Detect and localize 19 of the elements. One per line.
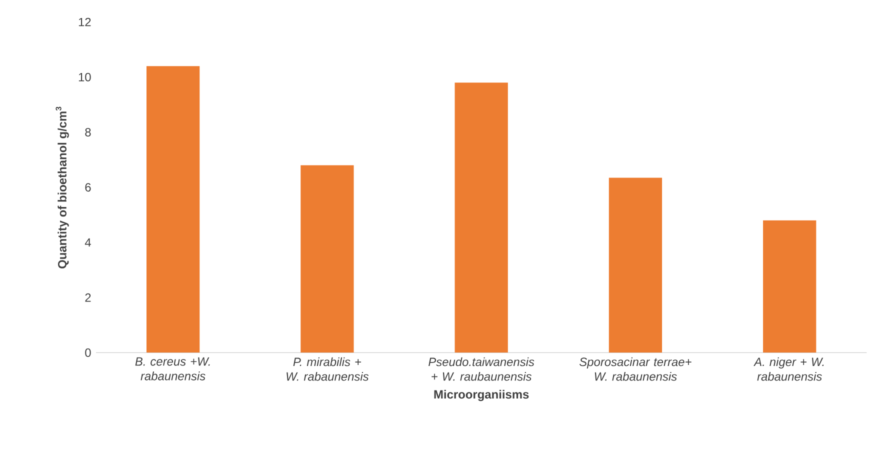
y-tick-label: 0 — [85, 348, 91, 357]
y-tick-label: 10 — [78, 72, 91, 82]
y-tick-label: 12 — [78, 18, 91, 26]
bar — [454, 82, 508, 353]
bar — [763, 220, 816, 353]
x-tick-label: Pseudo.taiwanensis + W. raubaunensis — [428, 357, 534, 381]
x-tick-label: A. niger + W. rabaunensis — [754, 357, 824, 381]
bar — [300, 165, 354, 353]
x-tick-label: Sporosacinar terrae+ W. rabaunensis — [579, 357, 692, 381]
y-tick-label: 8 — [85, 128, 91, 136]
bar — [146, 66, 200, 353]
x-axis-title: Microorganiisms — [434, 390, 529, 402]
x-tick-label: B. cereus +W. rabaunensis — [135, 357, 210, 380]
y-tick-label: 2 — [85, 293, 91, 302]
y-tick-label: 4 — [84, 238, 91, 247]
x-tick-label: P. mirabilis + W. rabaunensis — [286, 357, 369, 381]
y-tick-label: 6 — [85, 183, 91, 192]
y-axis-title: Quantity of bioethanol g/cm$^{3}$ — [56, 106, 69, 268]
bar — [608, 178, 662, 353]
